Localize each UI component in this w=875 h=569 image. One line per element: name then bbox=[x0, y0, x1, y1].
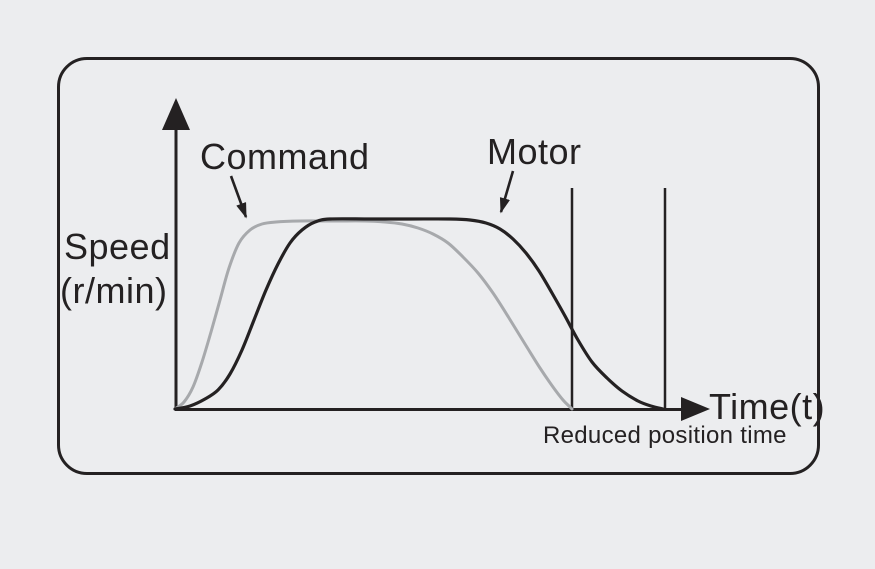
figure-border bbox=[57, 57, 820, 475]
curves-group bbox=[173, 217, 665, 411]
reduced-position-time-label: Reduced position time bbox=[543, 422, 787, 449]
y-axis-title: Speed bbox=[64, 226, 171, 267]
y-axis-unit-label: (r/min) bbox=[60, 270, 168, 311]
motor-pointer-arrow-icon bbox=[499, 170, 515, 214]
command-pointer-arrow-icon bbox=[229, 175, 248, 219]
y-axis-arrowhead-icon bbox=[162, 98, 190, 130]
x-axis-arrowhead-icon bbox=[681, 397, 710, 421]
command-curve bbox=[173, 219, 574, 411]
x-axis-title: Time(t) bbox=[709, 386, 826, 427]
motor-label: Motor bbox=[487, 131, 582, 172]
command-label: Command bbox=[200, 136, 370, 177]
motor-curve bbox=[173, 217, 665, 411]
